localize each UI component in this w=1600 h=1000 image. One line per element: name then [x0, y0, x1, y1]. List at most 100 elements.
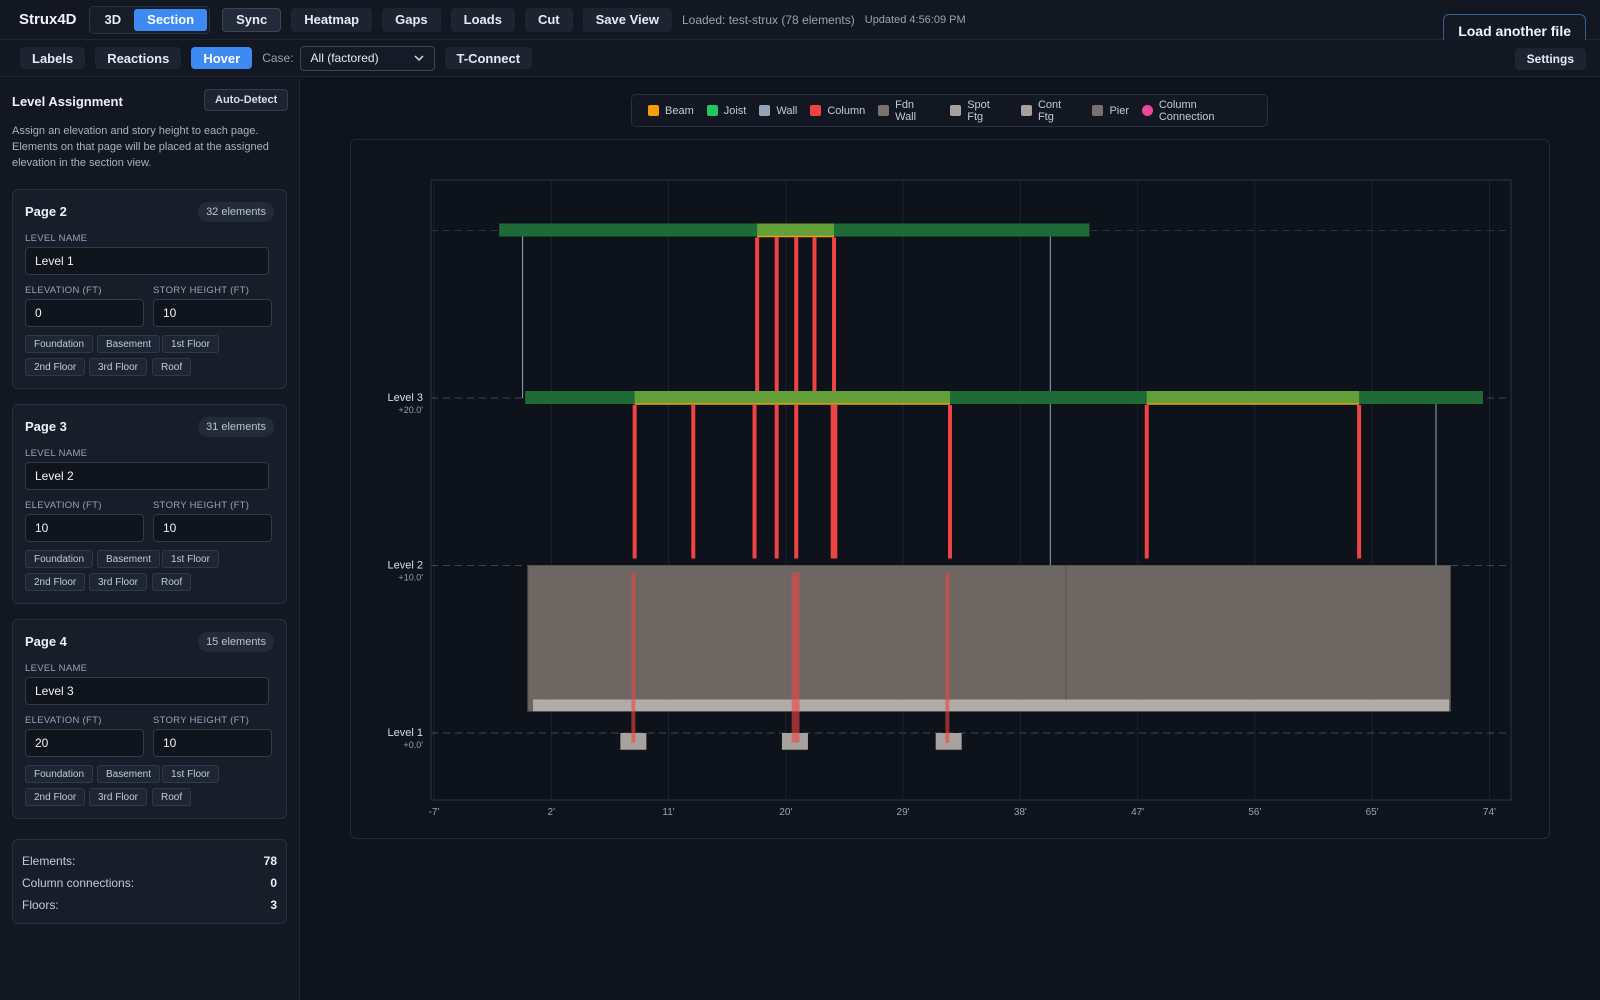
- preset-foundation[interactable]: Foundation: [25, 765, 94, 783]
- legend-item[interactable]: Pier: [1092, 105, 1129, 117]
- foundation-wall[interactable]: [1065, 565, 1451, 712]
- page-title: Page 2: [25, 204, 67, 219]
- continuous-footing[interactable]: [533, 699, 1450, 712]
- preset-roof[interactable]: Roof: [152, 788, 192, 806]
- view-section-button[interactable]: Section: [134, 8, 208, 31]
- gaps-button[interactable]: Gaps: [382, 7, 441, 32]
- t-connect-button[interactable]: T-Connect: [444, 47, 533, 69]
- legend-label: Spot Ftg: [967, 98, 990, 123]
- legend-swatch: [1092, 105, 1104, 116]
- elevation-label: ELEVATION (FT): [25, 500, 102, 511]
- heatmap-button[interactable]: Heatmap: [291, 7, 373, 32]
- display-toolbar: Labels Reactions Hover Case: All (factor…: [0, 40, 1600, 77]
- legend-label: Fdn Wall: [895, 98, 917, 123]
- elevation-label: ELEVATION (FT): [25, 715, 102, 726]
- level-assignment-panel: Level Assignment Auto-Detect Assign an e…: [0, 78, 300, 1000]
- legend-swatch: [810, 105, 822, 116]
- x-tick-label: 56': [1248, 807, 1261, 818]
- view-mode-toggle: 3D Section: [88, 5, 211, 34]
- loaded-status: Loaded: test-strux (78 elements): [681, 12, 855, 27]
- stat-value: 3: [270, 898, 277, 912]
- preset-2nd-floor[interactable]: 2nd Floor: [25, 358, 86, 376]
- legend-item[interactable]: Cont Ftg: [1021, 99, 1079, 123]
- loads-button[interactable]: Loads: [450, 7, 515, 32]
- preset-1st-floor[interactable]: 1st Floor: [162, 335, 219, 353]
- sync-button[interactable]: Sync: [222, 7, 282, 32]
- legend-swatch: [1021, 105, 1032, 116]
- elevation-input[interactable]: 0: [25, 299, 144, 327]
- preset-foundation[interactable]: Foundation: [25, 335, 94, 353]
- legend-item[interactable]: Column Connection: [1142, 99, 1254, 123]
- legend-item[interactable]: Fdn Wall: [878, 99, 937, 123]
- preset-basement[interactable]: Basement: [97, 335, 161, 353]
- stat-value: 0: [270, 876, 277, 890]
- legend-label: Column Connection: [1158, 98, 1215, 123]
- legend-item[interactable]: Joist: [706, 105, 746, 117]
- model-stats: Elements: 78 Column connections: 0 Floor…: [12, 839, 287, 924]
- beam[interactable]: [757, 223, 835, 237]
- element-count-badge: 15 elements: [198, 632, 274, 652]
- elevation-input[interactable]: 20: [25, 729, 144, 757]
- elevation-input[interactable]: 10: [25, 514, 144, 542]
- x-tick-label: 20': [779, 807, 792, 818]
- preset-foundation[interactable]: Foundation: [25, 550, 94, 568]
- preset-roof[interactable]: Roof: [152, 358, 192, 376]
- x-tick-label: 38': [1014, 807, 1027, 818]
- reactions-button[interactable]: Reactions: [95, 47, 182, 69]
- legend-item[interactable]: Beam: [648, 105, 694, 117]
- page-card: Page 4 15 elements LEVEL NAME Level 3 EL…: [12, 619, 287, 819]
- labels-button[interactable]: Labels: [20, 47, 86, 69]
- x-tick-label: 74': [1483, 807, 1496, 818]
- cut-button[interactable]: Cut: [524, 7, 573, 32]
- beam[interactable]: [1146, 391, 1360, 404]
- stat-label: Elements:: [22, 854, 76, 868]
- app-brand: Strux4D: [19, 11, 77, 28]
- story-height-input[interactable]: 10: [153, 514, 272, 542]
- chevron-down-icon: [414, 55, 424, 61]
- legend-swatch: [950, 105, 962, 116]
- elevation-label: ELEVATION (FT): [25, 285, 102, 296]
- legend-swatch: [878, 105, 890, 116]
- level-name-input[interactable]: Level 2: [25, 462, 269, 490]
- preset-3rd-floor[interactable]: 3rd Floor: [89, 358, 148, 376]
- preset-3rd-floor[interactable]: 3rd Floor: [89, 788, 148, 806]
- case-label: Case:: [262, 51, 294, 65]
- save-view-button[interactable]: Save View: [582, 7, 672, 32]
- preset-1st-floor[interactable]: 1st Floor: [162, 765, 219, 783]
- settings-button[interactable]: Settings: [1514, 48, 1586, 70]
- panel-title: Level Assignment: [12, 94, 123, 109]
- load-case-value: All (factored): [310, 51, 379, 65]
- view-3d-button[interactable]: 3D: [104, 12, 122, 27]
- preset-roof[interactable]: Roof: [152, 573, 192, 591]
- auto-detect-button[interactable]: Auto-Detect: [204, 89, 289, 111]
- legend-label: Pier: [1109, 104, 1130, 117]
- level-elevation-label: +0.0': [404, 740, 424, 750]
- story-height-input[interactable]: 10: [153, 729, 272, 757]
- element-count-badge: 31 elements: [198, 417, 274, 437]
- story-height-label: STORY HEIGHT (FT): [153, 500, 250, 511]
- preset-basement[interactable]: Basement: [97, 765, 161, 783]
- page-card: Page 3 31 elements LEVEL NAME Level 2 EL…: [12, 404, 287, 604]
- beam[interactable]: [634, 391, 950, 404]
- legend-item[interactable]: Column: [810, 105, 865, 117]
- legend-item[interactable]: Wall: [759, 105, 797, 117]
- preset-basement[interactable]: Basement: [97, 550, 161, 568]
- stat-label: Floors:: [22, 898, 59, 912]
- legend-label: Column: [827, 104, 866, 117]
- hover-button[interactable]: Hover: [191, 47, 253, 69]
- preset-1st-floor[interactable]: 1st Floor: [162, 550, 219, 568]
- level-name-input[interactable]: Level 3: [25, 677, 269, 705]
- load-case-select[interactable]: All (factored): [299, 45, 435, 71]
- level-name-input[interactable]: Level 1: [25, 247, 269, 275]
- preset-2nd-floor[interactable]: 2nd Floor: [25, 788, 86, 806]
- preset-2nd-floor[interactable]: 2nd Floor: [25, 573, 86, 591]
- preset-3rd-floor[interactable]: 3rd Floor: [89, 573, 148, 591]
- legend-item[interactable]: Spot Ftg: [950, 99, 1008, 123]
- legend-swatch: [706, 105, 718, 116]
- level-name-label: LEVEL NAME: [25, 448, 88, 459]
- x-tick-label: 2': [548, 807, 556, 818]
- stat-value: 78: [263, 854, 277, 868]
- legend-swatch: [648, 105, 659, 116]
- story-height-input[interactable]: 10: [153, 299, 272, 327]
